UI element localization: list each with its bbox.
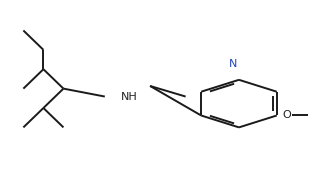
Text: NH: NH	[121, 91, 138, 101]
Text: N: N	[229, 59, 238, 69]
Text: O: O	[282, 110, 291, 120]
